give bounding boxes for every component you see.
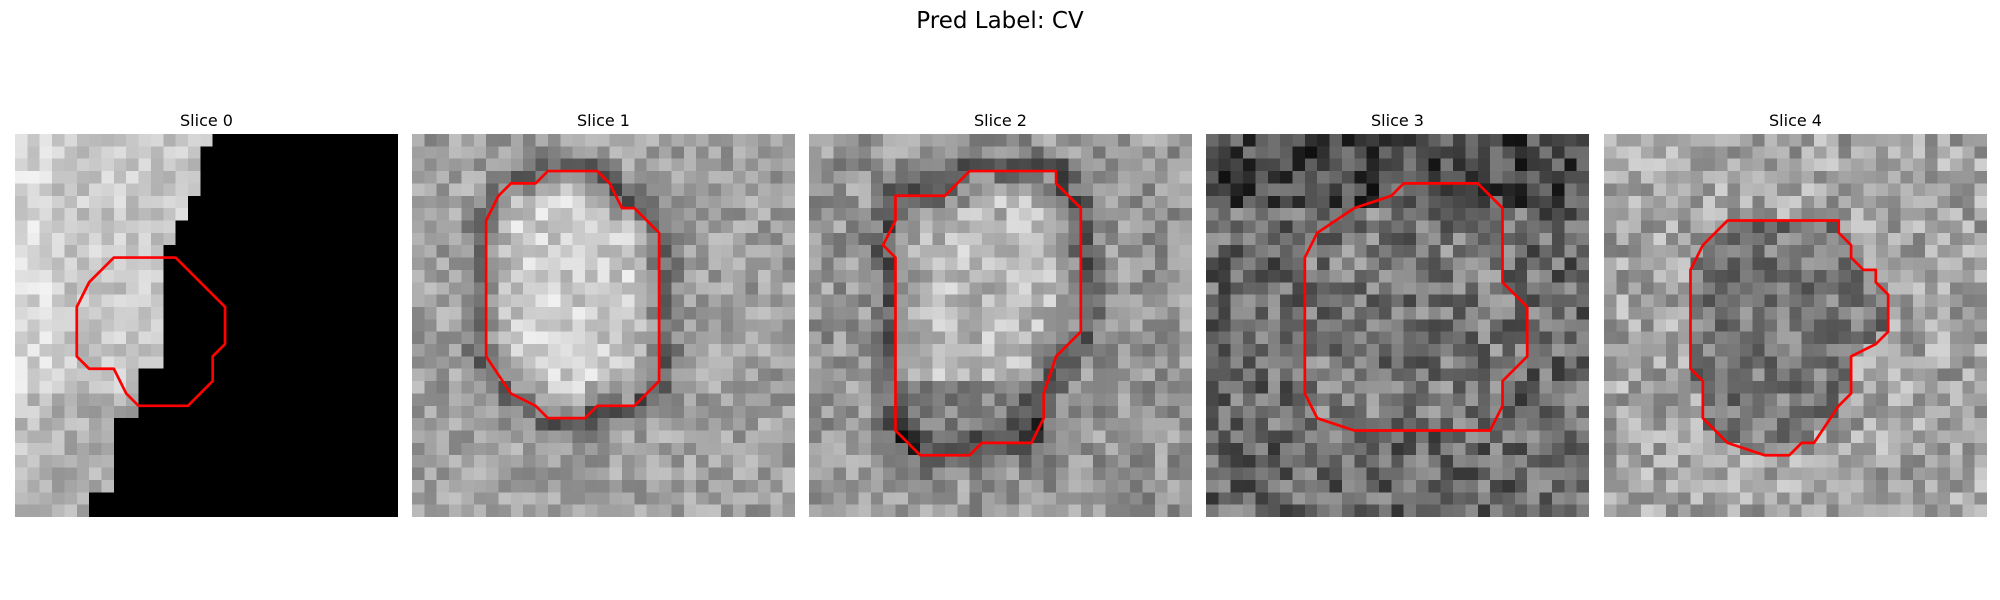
prediction-contour — [881, 169, 1083, 457]
slice-title: Slice 4 — [1769, 111, 1822, 130]
grayscale-image — [412, 134, 795, 517]
grayscale-image — [809, 134, 1192, 517]
contour-overlay — [1689, 219, 1890, 457]
grayscale-image — [15, 134, 398, 517]
grayscale-image — [1604, 134, 1987, 517]
prediction-contour — [75, 256, 227, 408]
slice-title: Slice 1 — [577, 111, 630, 130]
slice-panel: Slice 1 — [412, 108, 795, 517]
prediction-contour — [484, 169, 661, 420]
contour-overlay — [484, 169, 661, 420]
slice-title: Slice 3 — [1371, 111, 1424, 130]
slice-panel: Slice 0 — [15, 108, 398, 517]
slice-image — [1206, 134, 1589, 517]
contour-overlay — [75, 256, 227, 408]
slice-image — [412, 134, 795, 517]
prediction-contour — [1689, 219, 1890, 457]
contour-overlay — [881, 169, 1083, 457]
figure-title: Pred Label: CV — [916, 8, 1084, 34]
slice-image — [809, 134, 1192, 517]
contour-overlay — [1303, 182, 1529, 432]
slice-image — [15, 134, 398, 517]
prediction-contour — [1303, 182, 1529, 432]
slice-image — [1604, 134, 1987, 517]
slice-panel: Slice 4 — [1604, 108, 1987, 517]
grayscale-image — [1206, 134, 1589, 517]
slice-panel: Slice 3 — [1206, 108, 1589, 517]
slice-title: Slice 2 — [974, 111, 1027, 130]
slice-panel: Slice 2 — [809, 108, 1192, 517]
slice-title: Slice 0 — [180, 111, 233, 130]
